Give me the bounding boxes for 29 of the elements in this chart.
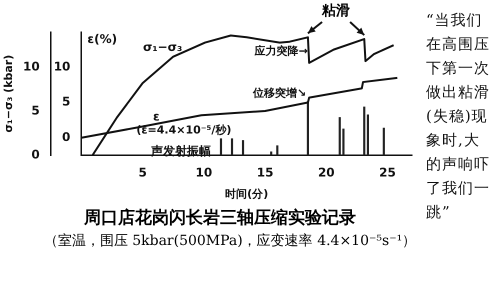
y-tick-label: 0 (31, 148, 40, 162)
y2-tick-label: 0 (62, 130, 70, 144)
y-tick-label: 5 (31, 103, 40, 118)
bar (363, 106, 366, 156)
y2-axis-title: ε(%) (87, 32, 118, 46)
x-tick-label: 15 (256, 166, 274, 180)
x-tick-label: 25 (379, 166, 396, 180)
y-axis-title: σ₁−σ₃ (kbar) (2, 54, 15, 133)
bar (242, 140, 244, 156)
y-tick-label: 10 (22, 59, 40, 74)
annotation: 应力突降→ (254, 44, 308, 58)
annotation: (ε̇=4.4×10⁻⁵/秒) (136, 124, 232, 137)
x-tick-label: 5 (138, 166, 147, 180)
y2-tick-label: 5 (62, 94, 70, 109)
text: 粘滑 (320, 2, 352, 20)
series-label: σ₁−σ₃ (142, 40, 182, 54)
x-axis-title: 时间(分) (225, 187, 268, 200)
text: （室温，围压 5kbar(500MPa)，应变速率 4.4×10⁻⁵s⁻¹） (42, 232, 418, 250)
text: “当我们在高围压下第一次做出粘滑(失稳)现象时,大的声响吓了我们一跳” (426, 11, 490, 221)
bar (276, 145, 278, 156)
text: 周口店花岗闪长岩三轴压缩实验记录 (84, 208, 356, 228)
bar (382, 128, 385, 156)
series-label: ε (153, 109, 160, 124)
bar (338, 117, 341, 156)
annotation: 位移突增↘ (252, 86, 306, 100)
x-tick-label: 20 (318, 166, 335, 180)
bar (270, 152, 272, 156)
y2-tick-label: 10 (54, 59, 70, 74)
x-tick-label: 10 (195, 166, 212, 180)
